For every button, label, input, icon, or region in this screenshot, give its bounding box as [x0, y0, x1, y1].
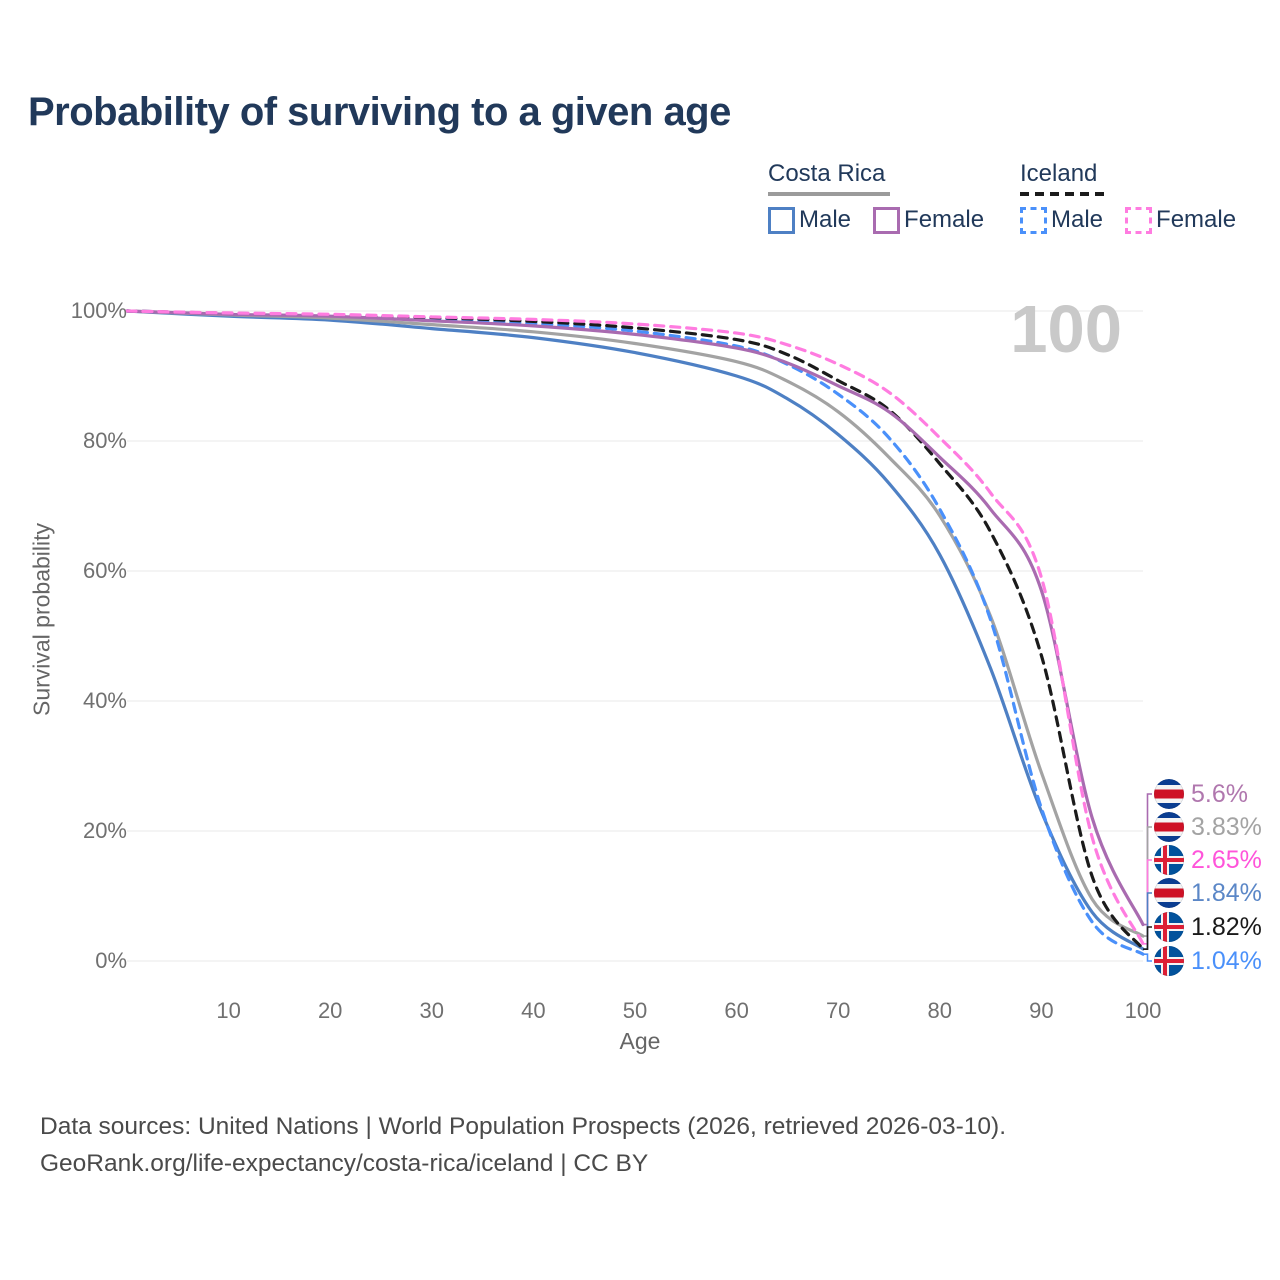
legend-swatch-cr-male — [768, 206, 795, 234]
x-tick-60: 60 — [724, 998, 749, 1023]
x-tick-10: 10 — [216, 998, 241, 1023]
source-line-2: GeoRank.org/life-expectancy/costa-rica/i… — [40, 1150, 649, 1177]
x-tick-80: 80 — [927, 998, 953, 1023]
x-tick-100: 100 — [1124, 998, 1162, 1023]
x-tick-40: 40 — [521, 998, 546, 1023]
end-label-leader-costa-rica-both — [1143, 826, 1152, 937]
curve-iceland-both[interactable] — [125, 309, 1145, 951]
curve-iceland-male[interactable] — [125, 309, 1145, 956]
end-label-value: 2.65% — [1191, 845, 1262, 874]
end-label-leader-costa-rica-female — [1143, 793, 1152, 926]
end-label-leader-costa-rica-male — [1143, 892, 1152, 950]
y-tick-20: 20% — [82, 818, 127, 843]
legend-header-iceland[interactable]: Iceland — [1020, 160, 1098, 187]
end-label-value: 5.6% — [1191, 779, 1248, 808]
x-tick-30: 30 — [419, 998, 445, 1023]
y-tick-0: 0% — [95, 948, 127, 973]
y-axis-title: Survival probability — [28, 522, 55, 717]
curve-costa-rica-both[interactable] — [125, 309, 1145, 938]
legend-label-is-female: Female — [1156, 206, 1237, 233]
y-tick-60: 60% — [82, 558, 127, 583]
legend-swatch-is-male — [1020, 206, 1047, 234]
legend-swatch-cr-female — [873, 206, 901, 234]
legend-rule-costa-rica — [768, 192, 890, 196]
legend-item-is-female[interactable]: Female — [1125, 206, 1236, 234]
y-tick-80: 80% — [82, 428, 127, 453]
flag-iceland-icon — [1154, 845, 1184, 875]
source-note: Data sources: United Nations | World Pop… — [40, 1108, 1006, 1182]
end-label-value: 1.82% — [1191, 912, 1262, 941]
flag-costa-rica-icon — [1154, 812, 1184, 842]
source-line-1: Data sources: United Nations | World Pop… — [40, 1113, 1007, 1140]
x-tick-50: 50 — [622, 998, 648, 1023]
end-label-costa-rica-both-sexes: 3.83% — [1154, 812, 1262, 842]
legend-group-costa-rica: Costa Rica Male Female — [768, 160, 984, 234]
end-label-leader-iceland-female — [1143, 859, 1152, 945]
end-label-value: 3.83% — [1191, 812, 1262, 841]
x-tick-70: 70 — [825, 998, 851, 1023]
curve-costa-rica-male[interactable] — [125, 309, 1145, 951]
end-label-iceland-both-sexes: 1.82% — [1154, 912, 1262, 942]
flag-iceland-icon — [1154, 912, 1184, 942]
x-tick-20: 20 — [317, 998, 343, 1023]
flag-iceland-icon — [1154, 946, 1184, 976]
legend-label-cr-male: Male — [799, 206, 852, 233]
legend-item-cr-female[interactable]: Female — [873, 206, 984, 234]
legend-label-cr-female: Female — [904, 206, 985, 233]
end-label-iceland-female: 2.65% — [1154, 845, 1262, 875]
end-label-value: 1.84% — [1191, 878, 1262, 907]
flag-costa-rica-icon — [1154, 779, 1184, 809]
hovered-age-watermark: 100 — [1010, 292, 1122, 367]
end-label-leader-iceland-male — [1143, 953, 1152, 962]
legend-header-costa-rica[interactable]: Costa Rica — [768, 160, 886, 187]
legend-item-cr-male[interactable]: Male — [768, 206, 851, 234]
y-tick-40: 40% — [82, 688, 127, 713]
curve-costa-rica-female[interactable] — [125, 309, 1145, 927]
flag-costa-rica-icon — [1154, 878, 1184, 908]
end-label-value: 1.04% — [1191, 946, 1262, 975]
legend-swatch-is-female — [1125, 206, 1153, 234]
legend-rule-iceland — [1020, 192, 1104, 196]
page-title: Probability of surviving to a given age — [28, 90, 731, 134]
end-label-leader-iceland-both — [1143, 926, 1152, 950]
x-tick-90: 90 — [1029, 998, 1054, 1023]
end-label-iceland-male: 1.04% — [1154, 946, 1262, 976]
legend-item-is-male[interactable]: Male — [1020, 206, 1103, 234]
end-label-costa-rica-male: 1.84% — [1154, 878, 1262, 908]
x-axis-title: Age — [619, 1028, 661, 1054]
end-label-costa-rica-female: 5.6% — [1154, 779, 1248, 809]
curve-iceland-female[interactable] — [125, 309, 1145, 946]
legend-label-is-male: Male — [1051, 206, 1104, 233]
y-tick-100: 100% — [70, 298, 127, 323]
legend-group-iceland: Iceland Male Female — [1020, 160, 1236, 234]
